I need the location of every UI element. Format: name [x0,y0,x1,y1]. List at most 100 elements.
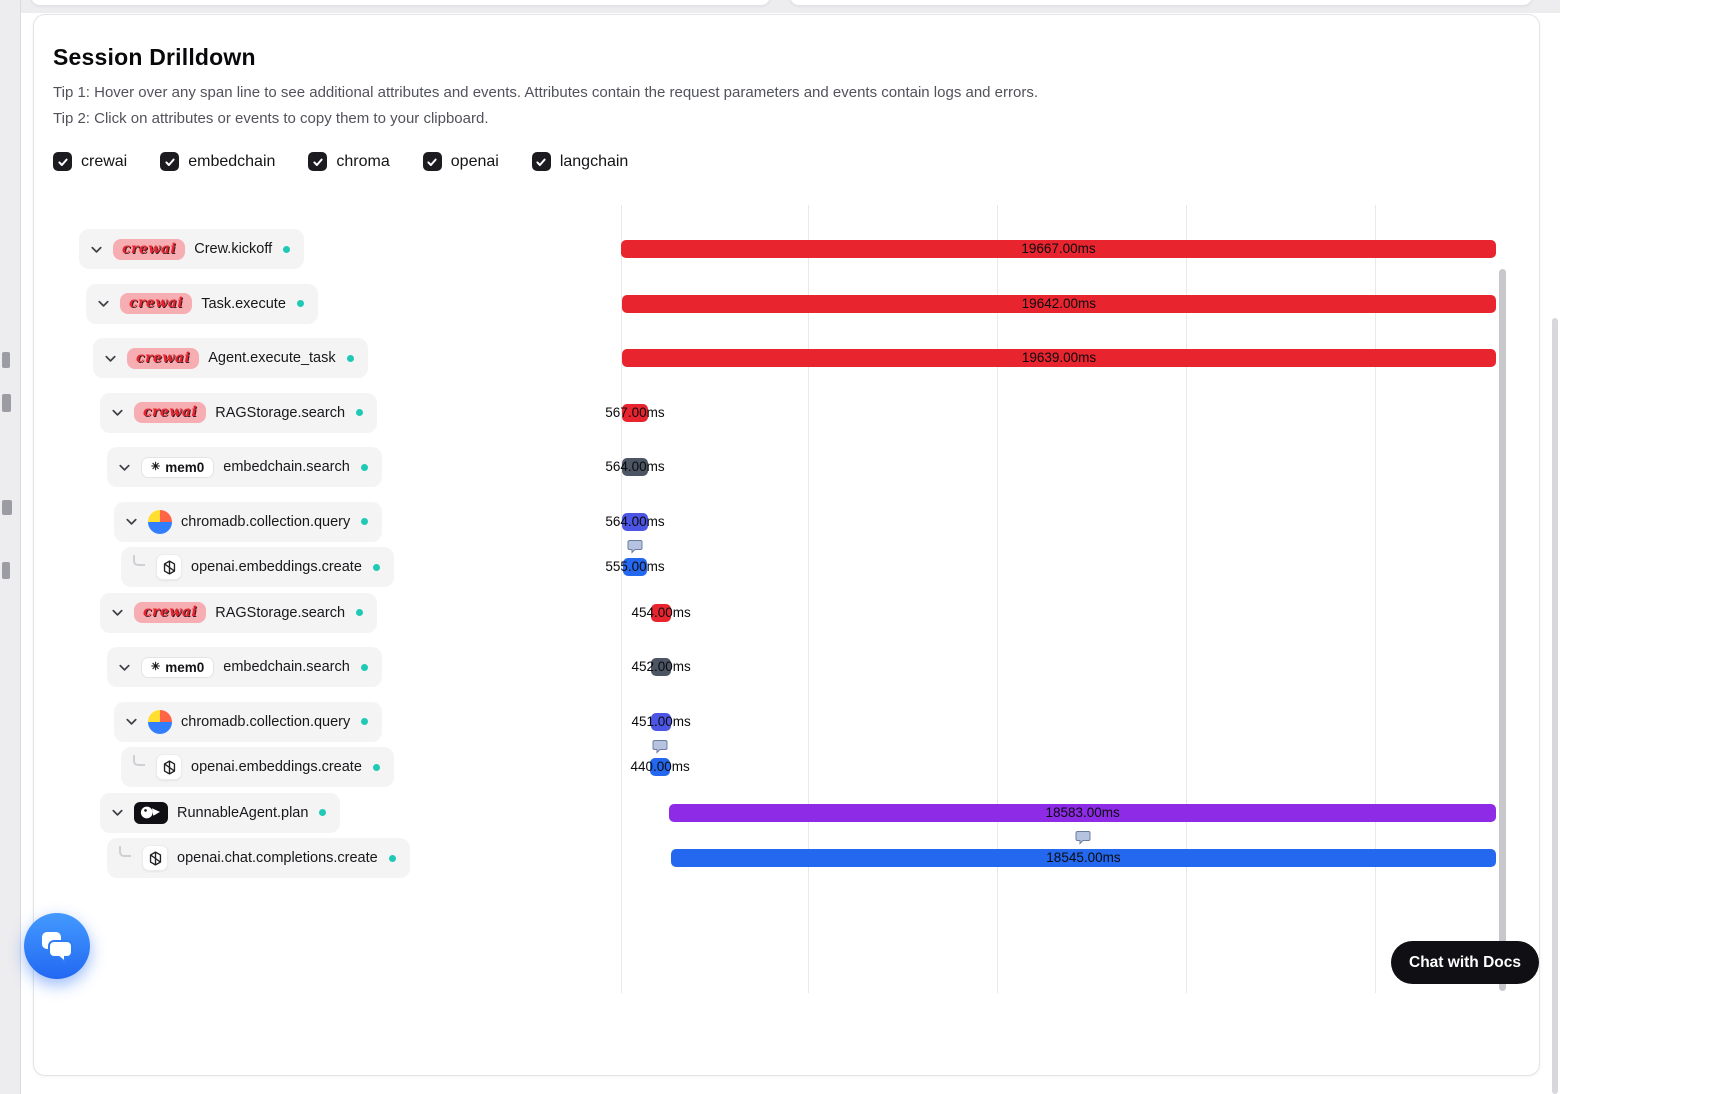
span-label[interactable]: openai.embeddings.create [121,747,394,787]
tip-2-text: Tip 2: Click on attributes or events to … [53,110,489,127]
chat-with-docs-button[interactable]: Chat with Docs [1391,941,1539,984]
span-label[interactable]: crewai Task.execute [86,283,318,324]
span-duration-label: 18545.00ms [1046,850,1121,865]
chat-launcher-button[interactable] [24,913,90,979]
chroma-logo [148,709,172,734]
span-label[interactable]: crewai RAGStorage.search [100,392,378,433]
checkbox-checked-icon[interactable] [422,152,442,171]
span-name-label: openai.embeddings.create [191,759,362,775]
span-duration-bar[interactable] [669,803,1496,822]
span-label[interactable]: crewai RAGStorage.search [100,592,378,633]
clipped-card-top-right [789,0,1533,6]
clipped-card-top-left [30,0,771,6]
logo-slot [142,845,168,871]
span-duration-bar[interactable] [670,849,1496,867]
span-row: crewai RAGStorage.search 567.00ms [34,391,1539,435]
openai-knot-icon [149,850,161,866]
tip-1-text: Tip 1: Hover over any span line to see a… [53,84,1039,101]
card-header: Session Drilldown Tip 1: Hover over any … [34,15,1539,171]
span-label[interactable]: ✳ mem0 embedchain.search [107,447,382,487]
checkbox-checked-icon[interactable] [53,152,72,171]
logo-slot: crewai [127,347,200,369]
span-duration-bar[interactable] [621,294,1496,313]
span-duration-bar[interactable] [622,403,648,422]
tree-connector-icon [133,754,145,766]
chevron-down-icon[interactable] [116,659,132,675]
timeline-gridline [997,205,998,993]
span-label[interactable]: openai.embeddings.create [121,547,394,587]
span-label[interactable]: openai.chat.completions.create [107,838,410,878]
chevron-down-icon[interactable] [123,514,139,530]
tree-connector-icon [119,845,131,857]
status-dot [356,409,364,416]
span-name-label: RunnableAgent.plan [177,804,309,821]
filter-checkbox-item[interactable]: chroma [308,152,390,171]
span-duration-bar[interactable] [621,240,1496,258]
waterfall-scrollbar-thumb[interactable] [1499,269,1506,991]
logo-slot [156,754,182,780]
filter-label: crewai [81,152,128,170]
span-duration-bar[interactable] [651,658,672,676]
left-edge-strip [0,0,21,1094]
timeline-gridline [808,205,809,993]
chevron-down-icon[interactable] [109,405,125,421]
span-label[interactable]: chromadb.collection.query [114,701,383,742]
filter-checkbox-item[interactable]: embedchain [160,152,275,171]
filter-checkbox-item[interactable]: langchain [531,152,628,171]
status-dot [346,354,354,362]
span-name-label: embedchain.search [223,459,350,475]
checkbox-checked-icon[interactable] [160,152,180,171]
span-label[interactable]: RunnableAgent.plan [100,792,341,833]
chevron-down-icon[interactable] [109,605,125,621]
logo-slot: crewai [134,602,207,623]
span-row: crewai RAGStorage.search 454.00ms [34,591,1539,635]
event-bubble-icon[interactable] [652,739,668,759]
crewai-logo: crewai [120,293,193,314]
span-label[interactable]: ✳ mem0 embedchain.search [107,647,382,687]
span-duration-label: 451.00ms [631,713,691,729]
logo-slot: ✳ mem0 [141,656,215,678]
filter-checkbox-item[interactable]: openai [422,152,499,171]
chevron-down-icon[interactable] [116,459,132,475]
event-bubble-icon[interactable] [1075,830,1091,850]
tree-connector-icon [133,554,145,566]
chevron-down-icon[interactable] [95,296,111,312]
checkbox-checked-icon[interactable] [308,152,328,171]
event-bubble-icon[interactable] [627,539,643,559]
span-row: chromadb.collection.query 564.00ms [34,500,1539,544]
page-title: Session Drilldown [53,44,256,70]
chevron-down-icon[interactable] [123,714,139,730]
page-scrollbar-thumb[interactable] [1552,318,1558,1094]
span-row: ✳ mem0 embedchain.search 564.00ms [34,445,1539,489]
span-duration-bar[interactable] [622,458,648,476]
check-icon [427,158,437,166]
span-name-label: Crew.kickoff [194,241,273,257]
logo-slot [134,801,168,824]
span-name-label: Task.execute [201,295,286,312]
span-label[interactable]: chromadb.collection.query [114,501,383,542]
mem0-logo: ✳ mem0 [141,456,215,478]
span-duration-bar[interactable] [622,512,648,531]
span-duration-bar[interactable] [651,603,672,622]
logo-slot: crewai [113,238,186,260]
span-row: crewai Task.execute 19642.00ms [34,282,1539,326]
span-duration-label: 19642.00ms [1021,295,1096,311]
span-duration-bar[interactable] [622,558,648,576]
status-dot [372,563,380,571]
span-label[interactable]: crewai Agent.execute_task [93,338,368,378]
check-icon [57,158,68,166]
filter-label: chroma [336,152,390,170]
span-duration-bar[interactable] [651,712,672,731]
span-label[interactable]: crewai Crew.kickoff [79,229,305,269]
timeline-gridline [1375,205,1376,993]
chroma-logo [148,509,172,534]
chevron-down-icon[interactable] [88,241,104,257]
span-duration-bar[interactable] [622,349,1496,367]
chevron-down-icon[interactable] [102,350,118,366]
span-duration-bar[interactable] [650,758,670,776]
filter-checkbox-item[interactable]: crewai [53,152,127,171]
chevron-down-icon[interactable] [109,805,125,821]
check-icon [536,158,546,166]
checkbox-checked-icon[interactable] [531,152,551,171]
